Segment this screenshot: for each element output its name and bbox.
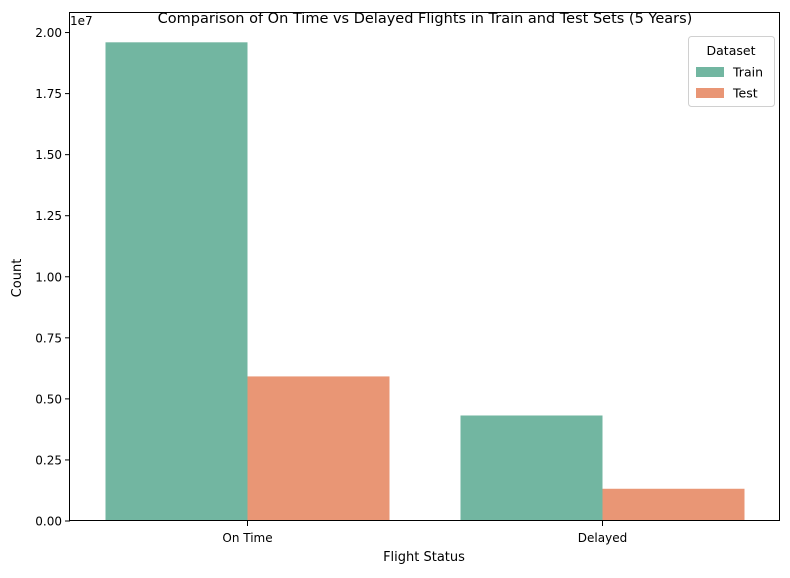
y-tick-label: 1.75: [35, 87, 62, 101]
y-tick-label: 1.00: [35, 270, 62, 284]
y-tick-label: 0.00: [35, 515, 62, 529]
bar-train-delayed: [460, 415, 603, 521]
legend-title: Dataset: [707, 43, 756, 58]
bar-test-delayed: [602, 488, 745, 521]
chart-title: Comparison of On Time vs Delayed Flights…: [158, 11, 693, 27]
y-axis-offset-label: 1e7: [70, 14, 93, 28]
bar-train-on-time: [105, 42, 248, 522]
x-axis-label: Flight Status: [383, 550, 465, 565]
bar-test-on-time: [247, 376, 390, 521]
y-tick-label: 0.25: [35, 453, 62, 467]
x-tick-label: On Time: [222, 531, 272, 545]
y-tick-label: 0.75: [35, 331, 62, 345]
y-axis-label: Count: [10, 259, 25, 298]
legend-items: Train Test: [696, 65, 763, 101]
legend-swatch-train: [696, 67, 724, 77]
x-axis: On Time Delayed: [222, 521, 627, 545]
plot-frame: [69, 12, 780, 521]
y-axis: 0.00 0.25 0.50 0.75 1.00 1.25 1.50 1.75 2.00: [35, 26, 70, 529]
legend-swatch-test: [696, 88, 724, 98]
legend-label-train: Train: [732, 65, 763, 80]
y-tick-label: 1.25: [35, 209, 62, 223]
legend-label-test: Test: [732, 86, 758, 101]
y-tick-label: 2.00: [35, 26, 62, 40]
bars-layer: [105, 42, 745, 522]
y-tick-label: 0.50: [35, 392, 62, 406]
legend: Dataset Train Test: [688, 36, 775, 107]
x-tick-label: Delayed: [578, 531, 627, 545]
y-tick-label: 1.50: [35, 148, 62, 162]
